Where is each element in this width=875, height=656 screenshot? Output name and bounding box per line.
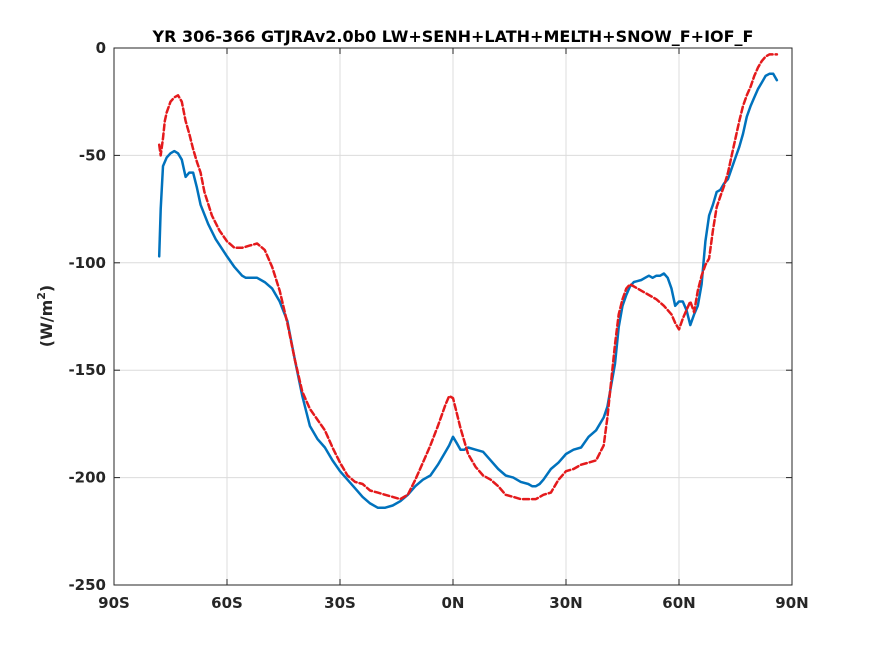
y-axis-label-close: ) [37, 285, 56, 292]
y-axis-label-superscript: 2 [35, 292, 48, 300]
data-series [157, 53, 779, 509]
y-tick-label: 0 [96, 39, 106, 57]
y-tick-label: -100 [68, 254, 106, 272]
x-tick-label: 30N [549, 594, 582, 612]
y-tick-label: -50 [79, 146, 106, 164]
y-axis-label-main: (W/m [37, 300, 56, 347]
series-line-solid [157, 72, 779, 509]
chart-title: YR 306-366 GTJRAv2.0b0 LW+SENH+LATH+MELT… [152, 27, 754, 46]
x-tick-label: 90N [775, 594, 808, 612]
y-axis-ticks: 0 -50 -100 -150 -200 -250 [68, 39, 792, 594]
x-tick-label: 60S [211, 594, 243, 612]
x-tick-label: 90S [98, 594, 130, 612]
y-tick-label: -150 [68, 361, 106, 379]
y-tick-label: -200 [68, 469, 106, 487]
x-axis-ticks: 90S 60S 30S 0N 30N 60N 90N [98, 48, 809, 612]
series-line-dashed [157, 53, 779, 501]
y-tick-label: -250 [68, 576, 106, 594]
x-tick-label: 0N [442, 594, 465, 612]
x-tick-label: 30S [324, 594, 356, 612]
y-axis-label: (W/m2) [35, 285, 56, 347]
x-tick-label: 60N [662, 594, 695, 612]
